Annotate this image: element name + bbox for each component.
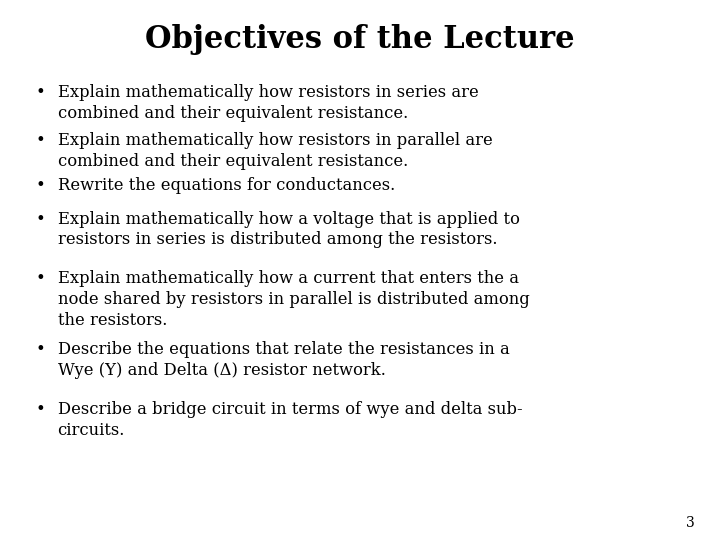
Text: Explain mathematically how a voltage that is applied to
resistors in series is d: Explain mathematically how a voltage tha…	[58, 211, 519, 248]
Text: •: •	[36, 177, 46, 194]
Text: •: •	[36, 132, 46, 149]
Text: Explain mathematically how resistors in series are
combined and their equivalent: Explain mathematically how resistors in …	[58, 84, 478, 122]
Text: Describe a bridge circuit in terms of wye and delta sub-
circuits.: Describe a bridge circuit in terms of wy…	[58, 401, 522, 438]
Text: •: •	[36, 401, 46, 417]
Text: Describe the equations that relate the resistances in a
Wye (Y) and Delta (Δ) re: Describe the equations that relate the r…	[58, 341, 509, 379]
Text: Explain mathematically how resistors in parallel are
combined and their equivale: Explain mathematically how resistors in …	[58, 132, 492, 170]
Text: Objectives of the Lecture: Objectives of the Lecture	[145, 24, 575, 55]
Text: Rewrite the equations for conductances.: Rewrite the equations for conductances.	[58, 177, 395, 194]
Text: •: •	[36, 211, 46, 227]
Text: •: •	[36, 270, 46, 287]
Text: Explain mathematically how a current that enters the a
node shared by resistors : Explain mathematically how a current tha…	[58, 270, 529, 329]
Text: •: •	[36, 84, 46, 100]
Text: 3: 3	[686, 516, 695, 530]
Text: •: •	[36, 341, 46, 358]
